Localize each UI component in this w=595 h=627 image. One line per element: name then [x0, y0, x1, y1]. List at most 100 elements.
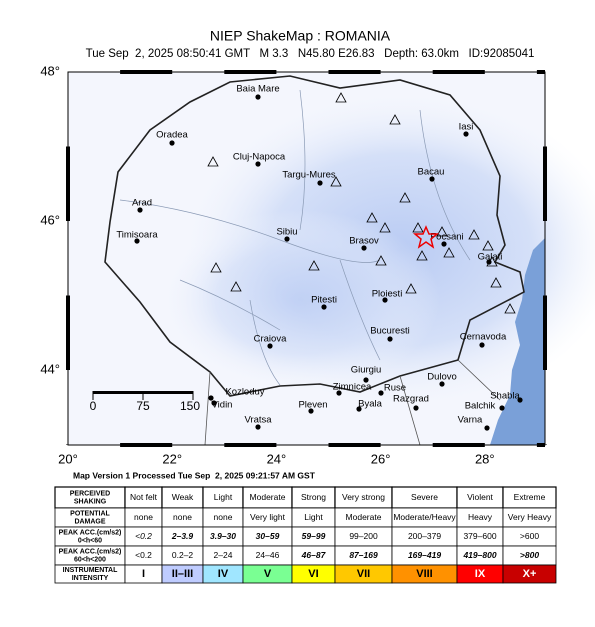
- row-header: 0<h<60: [78, 537, 102, 544]
- city-dot: [517, 397, 523, 403]
- city-label: Galati: [478, 252, 503, 263]
- row-header: DAMAGE: [74, 518, 105, 525]
- city-dot: [356, 406, 362, 412]
- intensity-label: VII: [357, 568, 370, 580]
- city-dot: [169, 140, 175, 146]
- city-dot: [361, 245, 367, 251]
- rivers: [119, 89, 471, 386]
- city-label: Timisoara: [116, 230, 158, 241]
- scale-label: 0: [90, 399, 97, 413]
- station: [210, 262, 222, 273]
- table-value: none: [214, 512, 233, 522]
- city-dot: [255, 161, 261, 167]
- row-header: PERCEIVED: [70, 490, 110, 497]
- map-version: Map Version 1 Processed Tue Sep 2, 2025 …: [73, 470, 316, 480]
- stations: [207, 92, 516, 314]
- table-value: none: [134, 512, 153, 522]
- table-value: Very light: [250, 512, 286, 522]
- table-value: Moderate: [250, 492, 286, 502]
- city-dot: [378, 390, 384, 396]
- lon-label: 20°: [58, 451, 78, 466]
- table-value: <0.2: [135, 531, 152, 541]
- frame-tick: [66, 295, 70, 370]
- row-header: PEAK ACC.(cm/s2): [59, 529, 122, 536]
- station: [490, 277, 502, 288]
- black-sea: [490, 238, 545, 445]
- table-value: Severe: [411, 492, 438, 502]
- city-label: Balchik: [465, 401, 496, 412]
- table-value: <0.2: [135, 550, 152, 560]
- table-value: 24–46: [256, 550, 280, 560]
- table-value: >800: [520, 550, 539, 560]
- frame-tick: [120, 443, 173, 447]
- frame-tick: [543, 146, 547, 221]
- city-dot: [308, 408, 314, 414]
- city-label: Cluj-Napoca: [233, 152, 286, 163]
- city-label: Zimnicea: [333, 382, 372, 393]
- table-value: Light: [214, 492, 233, 502]
- city-label: Targu-Mures: [282, 170, 336, 181]
- city-dot: [211, 400, 217, 406]
- frame-tick: [328, 70, 381, 74]
- city-dot: [284, 236, 290, 242]
- station: [482, 240, 494, 251]
- lon-label: 22°: [162, 451, 182, 466]
- frame-tick: [120, 70, 173, 74]
- frame-tick: [536, 443, 545, 447]
- station: [308, 260, 320, 271]
- epicenter: [412, 225, 440, 249]
- city-label: Brasov: [349, 236, 379, 247]
- city-label: Pitesti: [311, 295, 337, 306]
- city-dot: [208, 395, 214, 401]
- station: [379, 222, 391, 233]
- table-value: >600: [520, 531, 539, 541]
- city-dot: [267, 343, 273, 349]
- frame-tick: [328, 443, 381, 447]
- city-dot: [479, 342, 485, 348]
- city-dot: [137, 207, 143, 213]
- station: [405, 283, 417, 294]
- intensity-label: X+: [523, 568, 537, 580]
- station: [207, 156, 219, 167]
- city-label: Ruse: [384, 383, 406, 394]
- city-dot: [441, 241, 447, 247]
- intensity-label: I: [142, 568, 145, 580]
- row-header: POTENTIAL: [70, 510, 110, 517]
- table-value: Heavy: [468, 512, 493, 522]
- frame-tick: [66, 444, 70, 445]
- station: [443, 247, 455, 258]
- city-label: Focsani: [430, 232, 463, 243]
- scale-label: 75: [136, 399, 150, 413]
- intensity-label: VIII: [416, 568, 433, 580]
- station: [230, 281, 242, 292]
- frame-tick: [224, 443, 277, 447]
- city-dot: [382, 297, 388, 303]
- city-label: Bacau: [418, 167, 445, 178]
- city-label: Bucuresti: [370, 326, 410, 337]
- city-label: Ploiesti: [372, 289, 403, 300]
- station: [468, 229, 480, 240]
- table-value: Violent: [467, 492, 493, 502]
- map-frame: [67, 71, 546, 446]
- city-dot: [336, 390, 342, 396]
- station: [366, 212, 378, 223]
- city-dot: [255, 424, 261, 430]
- intensity-label: VI: [308, 568, 318, 580]
- table-value: 3.9–30: [210, 531, 236, 541]
- city-label: Cernavoda: [460, 332, 507, 343]
- lat-label: 46°: [40, 212, 60, 227]
- intensity-label: IV: [218, 568, 229, 580]
- table-value: Not felt: [130, 492, 158, 502]
- city-dot: [499, 405, 505, 411]
- intensity-label: II–III: [172, 568, 193, 580]
- lon-label: 26°: [371, 451, 391, 466]
- city-label: Shabla: [490, 391, 520, 402]
- table-value: 169–419: [408, 550, 441, 560]
- frame-tick: [432, 70, 485, 74]
- table-value: none: [173, 512, 192, 522]
- subtitle: Tue Sep 2, 2025 08:50:41 GMT M 3.3 N45.8…: [86, 48, 535, 60]
- city-dot: [255, 94, 261, 100]
- table-value: 200–379: [408, 531, 441, 541]
- lon-label: 24°: [267, 451, 287, 466]
- table-value: 2–24: [214, 550, 233, 560]
